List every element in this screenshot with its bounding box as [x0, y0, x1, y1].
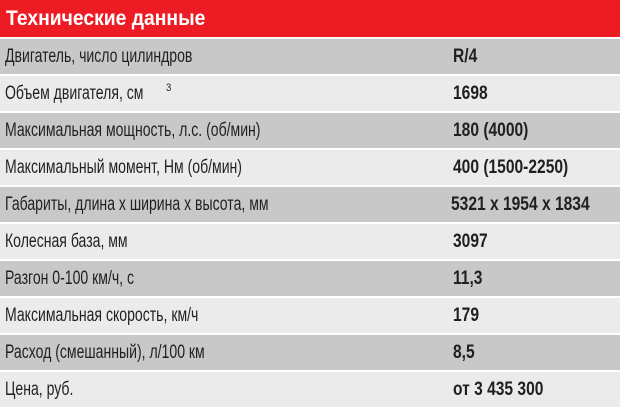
label-text: Расход (смешанный), л/100 км: [5, 341, 205, 363]
label-text: Максимальная скорость, км/ч: [5, 304, 199, 326]
spec-value: 400 (1500-2250): [453, 157, 594, 179]
spec-label: Объем двигателя, см 3: [0, 82, 453, 104]
spec-label-text: Максимальный момент, Нм (об/мин): [5, 157, 281, 179]
spec-label-text: Разгон 0-100 км/ч, с: [5, 268, 155, 290]
label-text: Цена, руб.: [5, 378, 74, 400]
spec-label: Двигатель, число цилиндров: [0, 46, 453, 68]
table-row: Двигатель, число цилиндров R/4: [0, 39, 620, 74]
spec-label-text: Максимальная мощность, л.с. (об/мин): [5, 120, 302, 142]
spec-label: Максимальный момент, Нм (об/мин): [0, 157, 453, 179]
spec-value: 179: [453, 305, 485, 327]
label-text: Габариты, длина х ширина х высота, мм: [5, 193, 269, 215]
table-row: Объем двигателя, см 3 1698: [0, 76, 620, 111]
spec-value: 8,5: [453, 342, 479, 364]
spec-label: Максимальная мощность, л.с. (об/мин): [0, 120, 453, 142]
label-text: Объем двигателя, см: [5, 82, 144, 104]
value-text: R/4: [453, 45, 478, 67]
spec-label: Расход (смешанный), л/100 км: [0, 342, 453, 364]
spec-value: R/4: [453, 46, 483, 68]
spec-table: Двигатель, число цилиндров R/4 Объем двига…: [0, 39, 620, 407]
label-text: Колесная база, мм: [5, 230, 128, 252]
value-text: 180 (4000): [453, 119, 529, 141]
spec-label: Цена, руб.: [0, 379, 453, 401]
spec-value: 5321 x 1954 x 1834: [451, 194, 620, 216]
spec-label-text: Габариты, длина х ширина х высота, мм: [5, 194, 311, 216]
title-text: Технические данные: [6, 7, 206, 30]
spec-label-text: Расход (смешанный), л/100 км: [5, 342, 237, 364]
spec-value: 3097: [453, 231, 495, 253]
table-row: Максимальная скорость, км/ч 179: [0, 298, 620, 333]
table-row: Цена, руб. от 3 435 300: [0, 372, 620, 407]
spec-label: Максимальная скорость, км/ч: [0, 305, 453, 327]
table-row: Габариты, длина х ширина х высота, мм 532…: [0, 187, 620, 222]
value-text: 5321 x 1954 x 1834: [450, 193, 590, 215]
table-title: Технические данные: [0, 0, 620, 37]
spec-value: 180 (4000): [453, 120, 545, 142]
spec-label-text: Максимальная скорость, км/ч: [5, 305, 230, 327]
label-text: Максимальная мощность, л.с. (об/мин): [5, 119, 261, 141]
spec-label-text: Цена, руб.: [5, 379, 85, 401]
table-row: Максимальная мощность, л.с. (об/мин) 180 …: [0, 113, 620, 148]
spec-label: Разгон 0-100 км/ч, с: [0, 268, 453, 290]
label-text: Разгон 0-100 км/ч, с: [5, 267, 135, 289]
value-text: 400 (1500-2250): [453, 156, 569, 178]
table-row: Разгон 0-100 км/ч, с 11,3: [0, 261, 620, 296]
spec-label: Колесная база, мм: [0, 231, 453, 253]
value-text: 179: [453, 304, 479, 326]
label-text: Максимальный момент, Нм (об/мин): [5, 156, 242, 178]
spec-label: Габариты, длина х ширина х высота, мм: [0, 194, 451, 216]
table-row: Колесная база, мм 3097: [0, 224, 620, 259]
table-row: Максимальный момент, Нм (об/мин) 400 (150…: [0, 150, 620, 185]
spec-label-text: Двигатель, число цилиндров: [5, 46, 223, 68]
spec-value: 11,3: [453, 268, 489, 290]
table-row: Расход (смешанный), л/100 км 8,5: [0, 335, 620, 370]
spec-label-text: Колесная база, мм: [5, 231, 148, 253]
value-text: 8,5: [453, 341, 475, 363]
spec-value: 1698: [453, 83, 495, 105]
value-text: от 3 435 300: [453, 378, 544, 400]
label-text: Двигатель, число цилиндров: [5, 45, 193, 67]
spec-label-text: Объем двигателя, см 3: [5, 82, 171, 104]
value-text: 11,3: [453, 267, 483, 289]
superscript: 3: [165, 82, 172, 95]
value-text: 3097: [453, 230, 488, 252]
spec-value: от 3 435 300: [453, 379, 563, 401]
value-text: 1698: [453, 82, 488, 104]
